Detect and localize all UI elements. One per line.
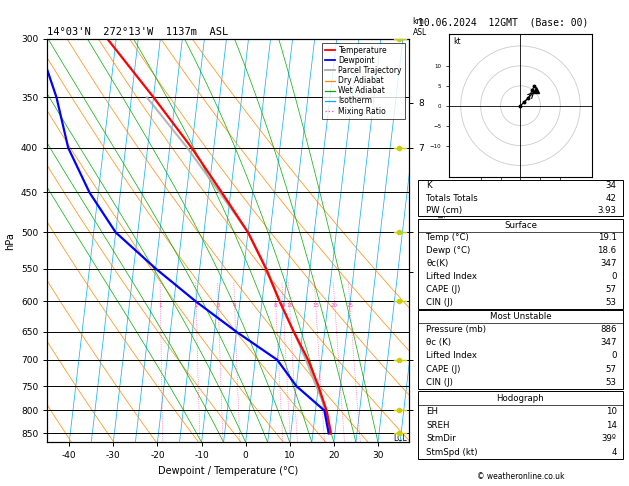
Text: 4: 4 bbox=[611, 448, 616, 457]
Text: PW (cm): PW (cm) bbox=[426, 206, 462, 215]
Text: K: K bbox=[426, 181, 432, 191]
Text: Lifted Index: Lifted Index bbox=[426, 272, 477, 281]
Text: Dewp (°C): Dewp (°C) bbox=[426, 246, 470, 255]
Text: 10: 10 bbox=[286, 303, 293, 309]
Text: 0: 0 bbox=[611, 351, 616, 361]
Text: 14°03'N  272°13'W  1137m  ASL: 14°03'N 272°13'W 1137m ASL bbox=[47, 27, 228, 37]
Text: 10.06.2024  12GMT  (Base: 00): 10.06.2024 12GMT (Base: 00) bbox=[418, 17, 589, 27]
Text: 14: 14 bbox=[606, 421, 616, 430]
Text: θᴄ(K): θᴄ(K) bbox=[426, 259, 448, 268]
Text: 34: 34 bbox=[606, 181, 616, 191]
Text: 1: 1 bbox=[159, 303, 162, 309]
Text: 25: 25 bbox=[346, 303, 353, 309]
Text: StmSpd (kt): StmSpd (kt) bbox=[426, 448, 478, 457]
Legend: Temperature, Dewpoint, Parcel Trajectory, Dry Adiabat, Wet Adiabat, Isotherm, Mi: Temperature, Dewpoint, Parcel Trajectory… bbox=[321, 43, 405, 119]
Text: © weatheronline.co.uk: © weatheronline.co.uk bbox=[477, 472, 564, 481]
Text: 347: 347 bbox=[600, 259, 616, 268]
Text: θᴄ (K): θᴄ (K) bbox=[426, 338, 452, 347]
Text: 0: 0 bbox=[611, 272, 616, 281]
Text: 347: 347 bbox=[600, 338, 616, 347]
Text: 3.93: 3.93 bbox=[598, 206, 616, 215]
Text: 2: 2 bbox=[194, 303, 198, 309]
Text: kt: kt bbox=[453, 37, 460, 46]
Text: CAPE (J): CAPE (J) bbox=[426, 285, 461, 294]
X-axis label: Dewpoint / Temperature (°C): Dewpoint / Temperature (°C) bbox=[158, 466, 298, 476]
Text: EH: EH bbox=[426, 407, 438, 416]
Text: Temp (°C): Temp (°C) bbox=[426, 233, 469, 243]
Text: km
ASL: km ASL bbox=[413, 17, 426, 37]
Text: 20: 20 bbox=[331, 303, 338, 309]
Text: Lifted Index: Lifted Index bbox=[426, 351, 477, 361]
Text: Totals Totals: Totals Totals bbox=[426, 193, 478, 203]
Y-axis label: hPa: hPa bbox=[5, 232, 15, 249]
Text: 19.1: 19.1 bbox=[598, 233, 616, 243]
Text: 42: 42 bbox=[606, 193, 616, 203]
Text: Pressure (mb): Pressure (mb) bbox=[426, 325, 486, 334]
Text: CIN (J): CIN (J) bbox=[426, 378, 454, 387]
Text: 39º: 39º bbox=[602, 434, 616, 443]
Text: 53: 53 bbox=[606, 378, 616, 387]
Text: 3: 3 bbox=[216, 303, 220, 309]
Text: 8: 8 bbox=[274, 303, 277, 309]
Text: 15: 15 bbox=[312, 303, 319, 309]
Text: CAPE (J): CAPE (J) bbox=[426, 364, 461, 374]
Text: 10: 10 bbox=[606, 407, 616, 416]
Text: 57: 57 bbox=[606, 364, 616, 374]
Text: 9: 9 bbox=[281, 303, 285, 309]
Text: CIN (J): CIN (J) bbox=[426, 298, 454, 307]
Text: 57: 57 bbox=[606, 285, 616, 294]
Y-axis label: Mixing Ratio (g/kg): Mixing Ratio (g/kg) bbox=[435, 201, 443, 280]
Text: 4: 4 bbox=[233, 303, 236, 309]
Text: StmDir: StmDir bbox=[426, 434, 456, 443]
Text: Hodograph: Hodograph bbox=[497, 394, 544, 402]
Text: 886: 886 bbox=[600, 325, 616, 334]
Text: LCL: LCL bbox=[393, 434, 406, 443]
Text: 53: 53 bbox=[606, 298, 616, 307]
Text: Most Unstable: Most Unstable bbox=[490, 312, 551, 321]
Text: SREH: SREH bbox=[426, 421, 450, 430]
Text: Surface: Surface bbox=[504, 221, 537, 229]
Text: 18.6: 18.6 bbox=[598, 246, 616, 255]
